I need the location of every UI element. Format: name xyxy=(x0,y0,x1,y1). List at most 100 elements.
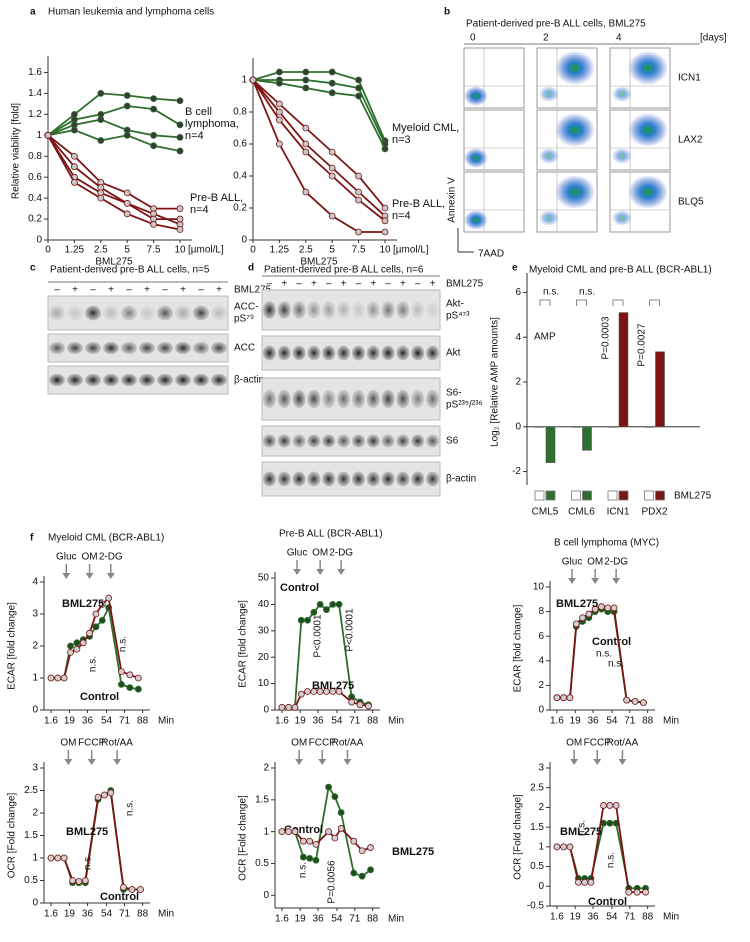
y-tick-label: 30 xyxy=(258,625,270,636)
band xyxy=(156,305,174,321)
data-point xyxy=(581,878,589,886)
day-unit: [days] xyxy=(700,33,727,44)
injection-label: FCCP xyxy=(584,738,612,749)
band xyxy=(138,373,156,387)
y-tick-label: 0 xyxy=(36,235,42,246)
x-tick-label: 19 xyxy=(295,716,307,727)
band xyxy=(381,434,395,448)
annotation: n.s. xyxy=(83,854,94,870)
y-axis-label: OCR [Fold change] xyxy=(238,795,249,881)
day-label: 4 xyxy=(616,33,622,44)
x-axis-label: 7AAD xyxy=(478,249,504,260)
x-tick-label: 1.6 xyxy=(550,716,564,727)
y-axis-label: ECAR [fold change] xyxy=(7,602,18,690)
blot xyxy=(261,289,441,331)
band xyxy=(336,471,351,487)
data-point xyxy=(73,645,81,653)
data-point xyxy=(606,819,614,827)
x-tick-label: CML6 xyxy=(568,507,595,518)
cell-density xyxy=(555,175,595,209)
y-tick-label: 3 xyxy=(32,763,38,774)
data-point xyxy=(312,856,320,864)
y-tick-label: 0 xyxy=(32,898,38,909)
y-tick-label: 0.8 xyxy=(28,151,42,162)
annotation: n.s. xyxy=(118,636,129,652)
data-point xyxy=(176,147,184,155)
y-tick-label: 0 xyxy=(538,705,544,716)
data-point xyxy=(623,696,631,704)
annotation: n.s. xyxy=(608,659,624,670)
series-line xyxy=(47,118,181,139)
band xyxy=(262,301,277,319)
band xyxy=(396,345,410,361)
treatment-sign: – xyxy=(267,279,273,290)
x-unit: Min xyxy=(158,716,174,727)
data-point xyxy=(275,79,283,87)
x-tick-label: 19 xyxy=(570,912,582,923)
y-tick-label: 10 xyxy=(258,678,270,689)
data-point xyxy=(381,204,389,212)
x-tick-label: 1.6 xyxy=(44,716,58,727)
x-tick-label: 36 xyxy=(587,912,599,923)
band xyxy=(102,373,120,387)
bar xyxy=(571,426,581,428)
band xyxy=(210,373,228,387)
cell-density xyxy=(612,148,632,164)
x-tick-label: 71 xyxy=(349,716,361,727)
blot-label: pS⁷⁹ xyxy=(234,314,254,325)
injection-label: OM xyxy=(82,552,98,563)
annotation: n=4 xyxy=(190,204,209,216)
bar xyxy=(534,426,545,428)
y-tick-label: -0.5 xyxy=(527,901,545,912)
arrow-head xyxy=(113,759,122,765)
band xyxy=(411,471,425,487)
band xyxy=(366,345,380,361)
panel-label: e xyxy=(512,263,518,274)
panel-title: Patient-derived pre-B ALL cells, n=6 xyxy=(264,265,424,276)
data-point xyxy=(640,699,647,707)
band xyxy=(156,373,174,387)
band xyxy=(66,373,84,387)
cell-density xyxy=(464,86,488,106)
data-point xyxy=(299,853,307,861)
band xyxy=(262,471,277,487)
y-tick-label: 1 xyxy=(32,853,38,864)
injection-label: FCCP xyxy=(309,738,337,749)
data-point xyxy=(367,844,374,851)
data-point xyxy=(123,199,131,207)
data-point xyxy=(134,685,142,693)
annotation: AMP xyxy=(534,332,556,343)
arrow-head xyxy=(593,759,602,765)
data-point xyxy=(572,620,580,628)
y-tick-label: 0.2 xyxy=(233,203,247,214)
cell-density xyxy=(628,51,668,85)
treatment-sign: – xyxy=(54,285,60,296)
band xyxy=(381,389,395,409)
data-point xyxy=(299,837,307,845)
band xyxy=(322,301,336,319)
annotation: n=4 xyxy=(392,210,411,222)
y-tick-label: 2.5 xyxy=(530,782,544,793)
data-point xyxy=(566,694,574,702)
y-tick-label: 0.8 xyxy=(233,107,247,118)
arrow-head xyxy=(343,759,352,765)
data-point xyxy=(358,872,366,880)
x-tick-label: 19 xyxy=(570,716,582,727)
data-point xyxy=(553,694,561,702)
x-unit: Min xyxy=(663,716,679,727)
panel-title: Patient-derived pre-B ALL cells, n=5 xyxy=(50,265,210,276)
band xyxy=(307,301,321,319)
x-tick-label: 54 xyxy=(331,914,343,925)
band xyxy=(425,434,440,448)
data-point xyxy=(176,205,184,212)
y-tick-label: 0 xyxy=(263,890,269,901)
bar xyxy=(644,426,654,428)
y-tick-label: 1 xyxy=(241,75,247,86)
x-tick-label: 54 xyxy=(606,716,618,727)
x-tick-label: 71 xyxy=(624,716,636,727)
band xyxy=(138,305,156,321)
x-axis-label: BML275 xyxy=(300,257,338,268)
data-point xyxy=(81,877,89,884)
data-point xyxy=(47,854,55,862)
treatment-sign: – xyxy=(385,279,391,290)
